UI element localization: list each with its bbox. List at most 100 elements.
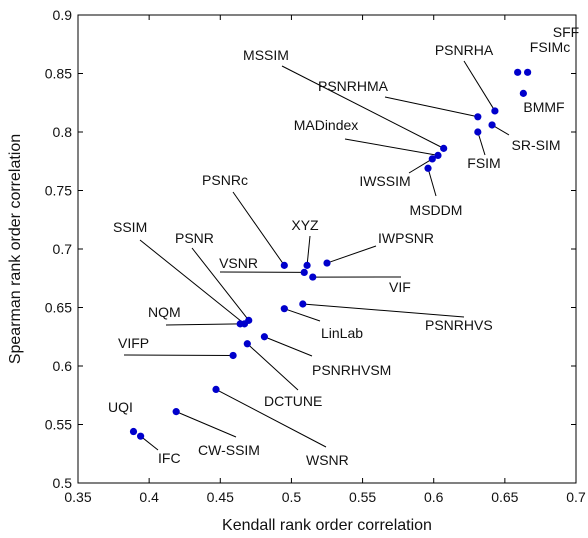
leader-line [477, 131, 486, 156]
point-label: PSNRHMA [318, 78, 389, 94]
leader-line [326, 245, 377, 264]
axis-ticks: 0.35 0.4 0.45 0.5 0.55 0.6 0.65 0.7 0.5 0.55 0.6 0.… [45, 7, 586, 505]
leader-line [232, 191, 285, 266]
leader-line [284, 308, 321, 322]
data-point [434, 151, 442, 159]
data-point [309, 273, 317, 281]
point-label: FSIM [467, 155, 500, 171]
x-axis-label: Kendall rank order correlation [222, 517, 432, 534]
y-tick-label: 0.9 [53, 7, 73, 23]
point-label: IWPSNR [378, 230, 434, 246]
leader-line [463, 60, 496, 112]
y-tick-label: 0.75 [45, 183, 72, 199]
data-point [280, 261, 288, 269]
data-point [424, 164, 432, 172]
leader-line [427, 168, 437, 197]
point-label: XYZ [291, 217, 319, 233]
point-label: IFC [158, 450, 181, 466]
point-label: MSSIM [243, 47, 289, 63]
leader-line [408, 158, 433, 174]
x-tick-label: 0.5 [282, 489, 302, 505]
y-tick-label: 0.7 [53, 241, 73, 257]
point-label: SR-SIM [512, 137, 561, 153]
data-point [474, 113, 482, 121]
data-point [514, 68, 522, 76]
point-label: MADindex [294, 117, 359, 133]
data-point [260, 333, 268, 341]
y-tick-label: 0.6 [53, 358, 73, 374]
label-leader-lines [123, 60, 510, 451]
point-label: PSNR [175, 230, 214, 246]
y-tick-label: 0.55 [45, 417, 72, 433]
data-point [300, 268, 308, 276]
point-label: CW-SSIM [198, 442, 260, 458]
y-tick-label: 0.5 [53, 475, 73, 491]
leader-line [175, 411, 237, 438]
leader-line [191, 247, 250, 321]
point-label: VSNR [219, 255, 258, 271]
y-axis-label: Spearman rank order correlation [7, 134, 24, 364]
y-tick-label: 0.65 [45, 300, 72, 316]
leader-line [302, 303, 465, 318]
point-label: VIFP [118, 335, 149, 351]
data-point [488, 121, 496, 129]
data-point [245, 316, 253, 324]
point-label: UQI [108, 399, 133, 415]
data-point [212, 385, 220, 393]
point-label: MSDDM [410, 202, 463, 218]
leader-line [264, 336, 313, 357]
x-tick-label: 0.35 [64, 489, 91, 505]
point-label: LinLab [321, 325, 363, 341]
data-point [323, 259, 331, 267]
data-point [519, 89, 527, 97]
data-point [243, 340, 251, 348]
leader-line [344, 138, 439, 156]
leader-line [139, 239, 245, 325]
leader-line [281, 65, 444, 149]
point-label: PSNRHVSM [312, 362, 391, 378]
x-tick-label: 0.45 [207, 489, 234, 505]
leader-line [384, 96, 478, 118]
data-point [280, 305, 288, 313]
point-label: PSNRc [202, 172, 248, 188]
point-label: VIF [389, 279, 411, 295]
point-label: PSNRHA [435, 42, 494, 58]
leader-line [215, 388, 327, 448]
data-points [129, 68, 532, 440]
point-label: BMMF [523, 99, 564, 115]
data-point [299, 300, 307, 308]
data-point [474, 128, 482, 136]
data-point [303, 261, 311, 269]
data-point [129, 427, 138, 436]
point-label: SFF [553, 24, 579, 40]
leader-line [306, 235, 311, 266]
data-point [524, 68, 532, 76]
x-tick-label: 0.6 [424, 489, 444, 505]
y-tick-label: 0.8 [53, 124, 73, 140]
point-label: NQM [148, 304, 181, 320]
data-point [229, 351, 237, 360]
data-point [236, 320, 244, 328]
x-tick-label: 0.4 [139, 489, 159, 505]
point-label: IWSSIM [359, 173, 410, 189]
point-label: SSIM [113, 219, 147, 235]
x-tick-label: 0.65 [491, 489, 518, 505]
leader-line [165, 323, 241, 326]
point-label: DCTUNE [264, 393, 322, 409]
data-point [491, 107, 499, 115]
leader-line [140, 435, 159, 451]
x-tick-label: 0.55 [349, 489, 376, 505]
data-point [172, 408, 180, 416]
point-label: WSNR [306, 452, 349, 468]
data-point [428, 155, 436, 163]
point-label: PSNRHVS [425, 317, 493, 333]
leader-line [246, 343, 299, 391]
x-tick-label: 0.7 [566, 489, 586, 505]
data-point [440, 144, 448, 152]
point-label: FSIMc [530, 39, 570, 55]
plot-area [77, 14, 577, 484]
y-tick-label: 0.85 [45, 66, 72, 82]
data-point [137, 432, 145, 440]
